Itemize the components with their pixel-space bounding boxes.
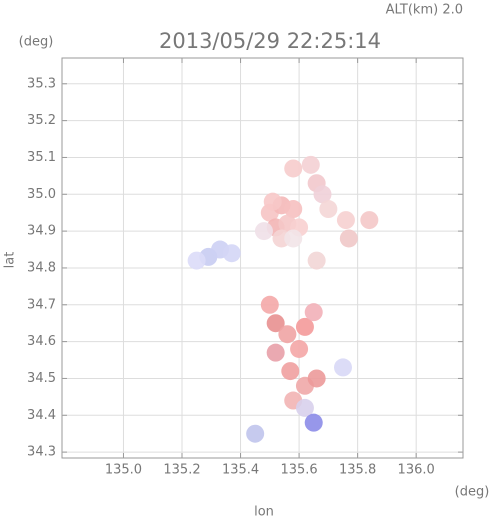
x-unit: (deg) bbox=[455, 485, 490, 500]
echo-point bbox=[304, 303, 323, 322]
echo-point bbox=[333, 358, 352, 377]
y-tick-label: 35.2 bbox=[27, 113, 56, 128]
echo-point bbox=[266, 314, 285, 333]
x-label: lon bbox=[254, 505, 274, 520]
y-tick-label: 35.0 bbox=[27, 187, 56, 202]
y-tick-label: 34.5 bbox=[27, 371, 56, 386]
y-tick-label: 34.8 bbox=[27, 260, 56, 275]
echo-point bbox=[284, 159, 303, 178]
echo-point bbox=[260, 295, 279, 314]
echo-point bbox=[263, 192, 282, 211]
y-label: lat bbox=[3, 252, 18, 269]
echo-point bbox=[336, 211, 355, 230]
y-tick-label: 35.3 bbox=[27, 76, 56, 91]
echo-point bbox=[254, 222, 273, 241]
echo-point bbox=[339, 229, 358, 248]
chart-title: 2013/05/29 22:25:14 bbox=[159, 29, 381, 53]
echo-point bbox=[307, 251, 326, 270]
y-tick-label: 34.3 bbox=[27, 445, 56, 460]
echo-point bbox=[319, 200, 338, 219]
y-tick-label: 34.9 bbox=[27, 224, 56, 239]
echo-point bbox=[295, 317, 314, 336]
plot-frame bbox=[61, 57, 464, 459]
echo-point bbox=[360, 211, 379, 230]
x-tick-label: 135.0 bbox=[105, 463, 142, 478]
echo-point bbox=[284, 200, 303, 219]
echo-point bbox=[222, 244, 241, 263]
x-tick-label: 135.8 bbox=[339, 463, 376, 478]
echo-point bbox=[307, 369, 326, 388]
y-unit: (deg) bbox=[19, 35, 54, 50]
echo-point bbox=[301, 155, 320, 174]
x-tick-label: 135.2 bbox=[163, 463, 200, 478]
x-tick-label: 135.4 bbox=[222, 463, 259, 478]
echo-point bbox=[281, 362, 300, 381]
echo-point bbox=[246, 424, 265, 443]
echo-point bbox=[304, 413, 323, 432]
echo-point bbox=[284, 229, 303, 248]
echo-point bbox=[295, 398, 314, 417]
y-tick-label: 34.7 bbox=[27, 297, 56, 312]
x-tick-label: 136.0 bbox=[398, 463, 435, 478]
y-tick-label: 34.6 bbox=[27, 334, 56, 349]
echo-point bbox=[187, 251, 206, 270]
echo-point bbox=[290, 339, 309, 358]
y-tick-label: 35.1 bbox=[27, 150, 56, 165]
y-tick-label: 34.4 bbox=[27, 408, 56, 423]
echo-point bbox=[266, 343, 285, 362]
echo-point bbox=[313, 185, 332, 204]
echo-point bbox=[278, 325, 297, 344]
x-tick-label: 135.6 bbox=[280, 463, 317, 478]
altitude: ALT(km) 2.0 bbox=[386, 3, 463, 18]
